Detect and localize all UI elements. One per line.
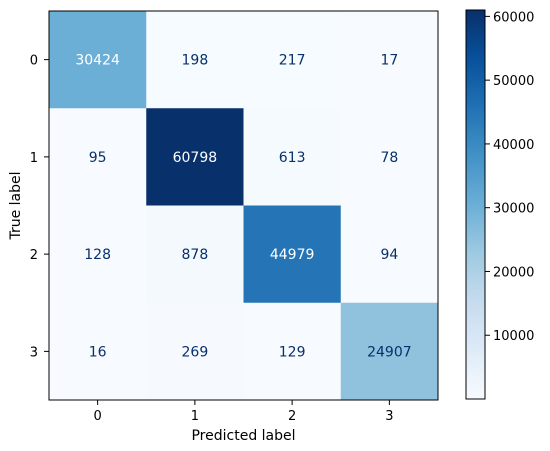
colorbar-tick-label: 10000 [493, 329, 534, 344]
x-axis-label: Predicted label [191, 428, 295, 444]
plot-frame [48, 10, 439, 401]
cell-value-label: 44979 [270, 247, 315, 263]
cell-value-label: 30424 [75, 53, 120, 69]
heatmap-cell [49, 302, 147, 401]
cell-value-label: 95 [89, 150, 107, 166]
heatmap-cell [243, 108, 342, 206]
colorbar: 10000 20000 30000 40000 50000 60000 [465, 9, 534, 400]
heatmap-cell [146, 205, 244, 304]
x-tick-label: 3 [385, 409, 393, 424]
heatmap-cell [146, 108, 244, 206]
y-axis: 0 1 2 3 [30, 54, 49, 360]
y-tick-label: 3 [30, 345, 38, 360]
colorbar-tick-label: 30000 [493, 202, 534, 217]
colorbar-gradient [465, 9, 486, 400]
cell-value-label: 78 [380, 150, 398, 166]
heatmap-cell [243, 302, 342, 401]
heatmap-cell [49, 108, 147, 206]
heatmap-cell [340, 205, 439, 304]
colorbar-tick-label: 60000 [493, 10, 534, 25]
x-tick-label: 2 [288, 409, 296, 424]
x-axis: 0 1 2 3 [93, 400, 394, 424]
colorbar-tick-label: 40000 [493, 138, 534, 153]
cell-value-label: 878 [182, 247, 209, 263]
heatmap-cells [49, 11, 439, 401]
heatmap-cell [49, 205, 147, 304]
cell-value-label: 129 [279, 344, 306, 360]
x-tick-label: 1 [191, 409, 199, 424]
heatmap-cell [340, 108, 439, 206]
y-tick-label: 2 [30, 248, 38, 263]
heatmap-cell-labels: 30424 198 217 17 95 60798 613 78 128 878 44979 94 16… [75, 53, 411, 361]
y-tick-label: 0 [30, 54, 38, 69]
heatmap-cell [146, 11, 244, 109]
cell-value-label: 269 [182, 344, 209, 360]
heatmap-cell [146, 302, 244, 401]
heatmap-cell [49, 11, 147, 109]
colorbar-ticks: 10000 20000 30000 40000 50000 60000 [485, 10, 534, 344]
cell-value-label: 217 [279, 53, 306, 69]
heatmap-cell [340, 302, 439, 401]
cell-value-label: 17 [380, 53, 398, 69]
cell-value-label: 60798 [173, 150, 218, 166]
cell-value-label: 16 [89, 344, 107, 360]
y-axis-label: True label [8, 171, 24, 240]
heatmap-cell [340, 11, 439, 109]
cell-value-label: 198 [182, 53, 209, 69]
cell-value-label: 128 [84, 247, 111, 263]
cell-value-label: 24907 [367, 344, 412, 360]
colorbar-tick-label: 50000 [493, 74, 534, 89]
cell-value-label: 94 [380, 247, 398, 263]
x-tick-label: 0 [93, 409, 101, 424]
heatmap-cell [243, 11, 342, 109]
colorbar-tick-label: 20000 [493, 265, 534, 280]
y-tick-label: 1 [30, 151, 38, 166]
cell-value-label: 613 [279, 150, 306, 166]
heatmap-cell [243, 205, 342, 304]
